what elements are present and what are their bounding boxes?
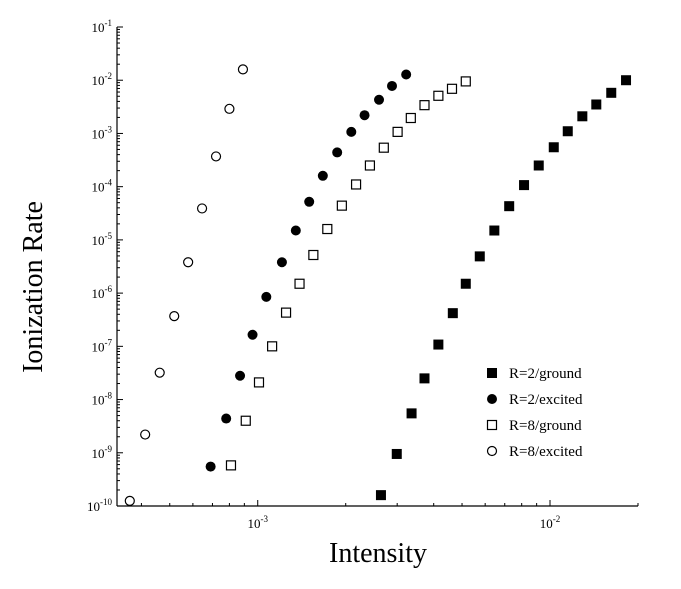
data-point <box>419 100 430 111</box>
data-point <box>378 142 389 153</box>
y-tick-label: 10-7 <box>92 337 113 354</box>
data-point <box>205 461 216 472</box>
y-tick-label: 10-5 <box>92 231 113 248</box>
legend-marker <box>486 445 498 457</box>
legend-item: R=8/ground <box>486 418 582 434</box>
data-point <box>374 94 385 105</box>
y-tick-label: 10-1 <box>92 18 113 35</box>
data-point <box>401 69 412 80</box>
data-point <box>253 377 265 388</box>
series-open-square <box>225 76 471 471</box>
data-point <box>460 76 471 87</box>
y-tick-label: 10-6 <box>92 284 113 301</box>
data-point <box>433 90 444 101</box>
data-point <box>183 257 194 268</box>
y-tick-label: 10-10 <box>87 497 112 514</box>
data-point <box>332 147 343 158</box>
data-point <box>460 278 471 289</box>
axes <box>116 27 638 507</box>
data-point <box>322 223 333 235</box>
data-point <box>350 179 362 190</box>
data-point <box>433 339 444 350</box>
data-point <box>621 75 632 86</box>
data-point <box>237 64 249 75</box>
data-point <box>221 413 232 424</box>
data-point <box>406 408 417 419</box>
data-point <box>359 110 370 121</box>
data-point <box>280 307 292 318</box>
data-point <box>240 415 251 426</box>
data-point <box>519 180 530 191</box>
x-tick-label: 10-3 <box>247 514 268 531</box>
data-point <box>308 249 319 261</box>
data-point <box>562 126 573 137</box>
y-axis-label: Ionization Rate <box>18 201 49 373</box>
legend-item: R=8/excited <box>486 444 583 460</box>
legend-marker <box>487 394 497 404</box>
ticks: 10-10 10-9 10-8 10-7 10-6 10-5 10-4 10-3 10-2 10-… <box>87 18 639 531</box>
data-point <box>387 80 398 91</box>
data-point <box>169 310 180 322</box>
data-point <box>196 203 208 214</box>
y-tick-label: 10-9 <box>92 444 113 461</box>
y-tick-label: 10-2 <box>92 71 113 88</box>
data-point <box>577 111 588 122</box>
data-point <box>533 160 544 171</box>
data-point <box>317 170 328 181</box>
data-point <box>294 278 305 289</box>
y-tick-label: 10-3 <box>92 124 113 141</box>
data-point <box>225 460 237 471</box>
data-point <box>346 126 357 137</box>
data-point <box>304 196 315 207</box>
data-point <box>548 142 559 153</box>
data-point <box>474 251 485 262</box>
data-point <box>447 308 458 319</box>
data-point <box>419 373 430 384</box>
data-point <box>276 257 287 268</box>
y-tick-label: 10-8 <box>92 391 113 408</box>
y-tick-label: 10-4 <box>92 178 113 195</box>
data-point <box>336 200 347 211</box>
data-point <box>405 112 416 124</box>
legend-label: R=8/ground <box>509 418 582 434</box>
x-axis-label: Intensity <box>329 538 427 569</box>
series-open-circle <box>124 64 249 506</box>
legend: R=2/ground R=2/excited R=8/ground R=8/excit… <box>486 366 583 460</box>
data-point <box>261 291 272 302</box>
data-point <box>446 83 458 94</box>
data-point <box>591 99 602 110</box>
legend-label: R=2/excited <box>509 392 583 408</box>
data-points <box>124 64 632 506</box>
data-point <box>375 490 386 501</box>
data-point <box>224 103 235 114</box>
x-tick-label: 10-2 <box>540 514 561 531</box>
data-point <box>267 341 278 352</box>
data-point <box>124 495 135 506</box>
data-point <box>210 151 222 162</box>
series-filled-circle <box>205 69 412 472</box>
data-point <box>489 225 500 236</box>
data-point <box>606 87 617 98</box>
data-point <box>140 429 151 440</box>
data-point <box>154 367 165 378</box>
data-point <box>392 126 403 137</box>
series-filled-square <box>375 75 632 501</box>
legend-marker <box>486 419 498 431</box>
legend-label: R=2/ground <box>509 366 582 382</box>
data-point <box>504 201 515 212</box>
legend-label: R=8/excited <box>509 444 583 460</box>
legend-item: R=2/ground <box>487 366 582 382</box>
data-point <box>391 448 402 459</box>
data-point <box>290 225 301 236</box>
data-point <box>247 329 258 340</box>
legend-marker <box>487 368 497 378</box>
data-point <box>364 160 376 171</box>
legend-item: R=2/excited <box>487 392 583 408</box>
data-point <box>235 370 246 381</box>
